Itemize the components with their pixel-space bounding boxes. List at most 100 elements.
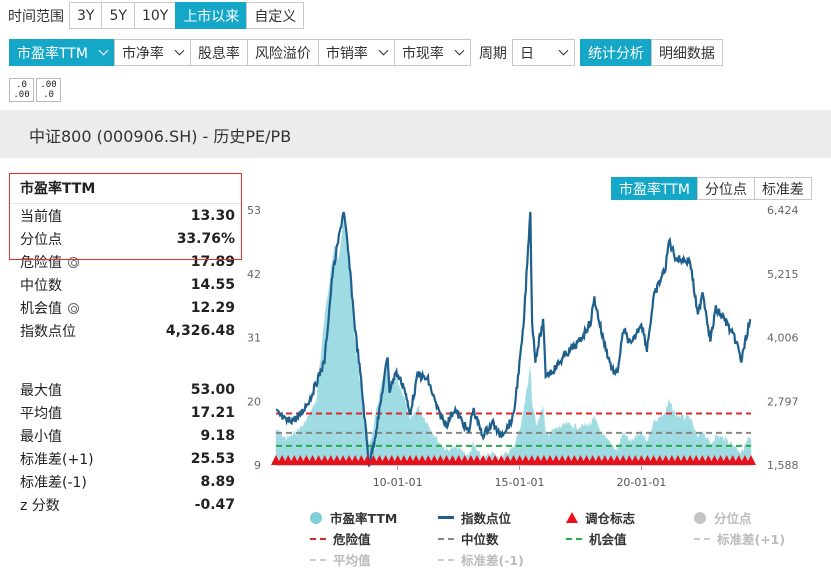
button-label: 股息率 <box>197 45 240 62</box>
metric-tab[interactable]: 市净率 <box>113 39 191 66</box>
metric-tab[interactable]: 股息率 <box>189 39 248 66</box>
legend-label: 机会值 <box>589 532 627 547</box>
metric-tab[interactable]: 风险溢价 <box>246 39 319 66</box>
highlight-box <box>9 173 242 260</box>
stat-value: 4,326.48 <box>165 322 235 339</box>
stat-value: 8.89 <box>200 473 235 490</box>
time-range-buttons: 3Y 5Y 10Y 上市以来 自定义 <box>69 2 305 29</box>
stat-label: 平均值 <box>20 405 62 422</box>
period-select[interactable]: 日 <box>511 39 575 66</box>
legend-item[interactable]: 市盈率TTM <box>310 508 438 527</box>
stat-label: 当前值 <box>20 208 62 225</box>
period-value: 日 <box>519 45 534 62</box>
legend-item[interactable]: 标准差(+1) <box>694 529 822 548</box>
stat-std-minus: 标准差(-1) 8.89 <box>11 470 243 493</box>
legend-label: 分位点 <box>714 511 752 526</box>
stat-danger: 危险值 17.89 <box>11 250 243 273</box>
stat-z: z 分数 -0.47 <box>11 493 243 516</box>
increase-decimals-button[interactable]: .00 .0 <box>36 78 61 102</box>
stat-value: 14.55 <box>190 276 235 293</box>
view-mode-button[interactable]: 明细数据 <box>650 39 723 66</box>
stat-max: 最大值 53.00 <box>11 378 243 401</box>
time-range-label: 时间范围 <box>8 8 64 25</box>
legend-swatch <box>310 558 326 561</box>
stat-index: 指数点位 4,326.48 <box>11 319 243 342</box>
stat-value: 17.21 <box>190 404 235 421</box>
button-label: 自定义 <box>254 8 297 25</box>
stat-value: 9.18 <box>200 427 235 444</box>
chart-tab[interactable]: 分位点 <box>696 177 755 200</box>
time-range-button[interactable]: 5Y <box>101 2 135 29</box>
button-label: 分位点 <box>704 181 747 198</box>
chart-tab[interactable]: 市盈率TTM <box>611 177 698 200</box>
view-mode-button[interactable]: 统计分析 <box>579 39 652 66</box>
legend-item[interactable]: 分位点 <box>694 508 822 527</box>
legend-swatch <box>566 512 578 523</box>
metric-tab[interactable]: 市销率 <box>317 39 395 66</box>
legend-label: 平均值 <box>333 553 371 568</box>
chevron-down-icon <box>98 45 109 56</box>
chart-legend: 市盈率TTM 指数点位 调仓标志 分位点危险值 中位数 机会值 标准差(+1) 平均值 标准差(… <box>310 507 831 570</box>
time-range-button[interactable]: 上市以来 <box>175 2 248 29</box>
decimal-row: .0 .00 .00 .0 <box>9 78 63 102</box>
legend-swatch <box>310 537 326 540</box>
stat-label: 最大值 <box>20 382 62 399</box>
legend-row: 平均值 标准差(-1) <box>310 549 831 570</box>
legend-item[interactable]: 指数点位 <box>438 508 566 527</box>
time-range-button[interactable]: 10Y <box>133 2 177 29</box>
metric-tab[interactable]: 市现率 <box>393 39 471 66</box>
stat-value: 13.30 <box>190 207 235 224</box>
legend-swatch <box>438 537 454 540</box>
legend-item[interactable]: 危险值 <box>310 529 438 548</box>
stat-value: 17.89 <box>190 253 235 270</box>
button-label: 10Y <box>141 7 169 24</box>
legend-item[interactable]: 平均值 <box>310 550 438 569</box>
stat-value: 12.29 <box>190 299 235 316</box>
time-range-row: 时间范围 3Y 5Y 10Y 上市以来 自定义 <box>8 2 305 29</box>
stat-value: -0.47 <box>194 496 235 513</box>
stat-label: 标准差(+1) <box>20 451 94 468</box>
stat-mean: 平均值 17.21 <box>11 401 243 424</box>
legend-item[interactable]: 标准差(-1) <box>438 550 566 569</box>
legend-item[interactable]: 中位数 <box>438 529 566 548</box>
legend-swatch <box>438 516 454 519</box>
decrease-decimals-button[interactable]: .0 .00 <box>9 78 34 102</box>
metric-buttons: 市盈率TTM 市净率 股息率 风险溢价 市销率 市现率 <box>9 39 471 66</box>
button-label: 统计分析 <box>587 45 644 62</box>
metric-tab[interactable]: 市盈率TTM <box>9 39 115 66</box>
legend-label: 指数点位 <box>461 511 512 526</box>
legend-swatch <box>694 537 710 540</box>
legend-swatch <box>438 558 454 561</box>
stat-label: z 分数 <box>20 497 60 514</box>
chart-tab[interactable]: 标准差 <box>753 177 812 200</box>
stat-min: 最小值 9.18 <box>11 424 243 447</box>
stat-label: 分位点 <box>20 231 62 248</box>
chevron-down-icon <box>454 45 465 56</box>
button-label: 市净率 <box>121 45 164 62</box>
stat-percentile: 分位点 33.76% <box>11 227 243 250</box>
legend-item[interactable]: 机会值 <box>566 529 694 548</box>
stat-std-plus: 标准差(+1) 25.53 <box>11 447 243 470</box>
stat-label: 中位数 <box>20 277 62 294</box>
button-label: 明细数据 <box>658 45 715 62</box>
legend-label: 中位数 <box>461 532 499 547</box>
time-range-button[interactable]: 自定义 <box>246 2 305 29</box>
legend-label: 调仓标志 <box>585 511 636 526</box>
stats-panel: 市盈率TTM 当前值 13.30 分位点 33.76% 危险值 17.89 中位数 14… <box>11 176 243 516</box>
gear-icon[interactable] <box>68 302 79 314</box>
stat-label-wrap: 机会值 <box>20 298 79 318</box>
increase-decimals-icon: .00 .0 <box>40 80 57 100</box>
legend-label: 标准差(+1) <box>717 532 786 547</box>
gear-icon[interactable] <box>68 256 79 268</box>
chevron-down-icon <box>174 45 185 56</box>
legend-label: 市盈率TTM <box>330 511 398 526</box>
stats-title: 市盈率TTM <box>11 176 243 204</box>
view-mode-buttons: 统计分析 明细数据 <box>579 39 723 66</box>
legend-row: 市盈率TTM 指数点位 调仓标志 分位点 <box>310 507 831 528</box>
time-range-button[interactable]: 3Y <box>69 2 103 29</box>
legend-item[interactable]: 调仓标志 <box>566 508 694 527</box>
stat-current: 当前值 13.30 <box>11 204 243 227</box>
stat-label: 标准差(-1) <box>20 474 87 491</box>
stat-label: 机会值 <box>20 300 62 317</box>
period-label: 周期 <box>478 45 507 62</box>
